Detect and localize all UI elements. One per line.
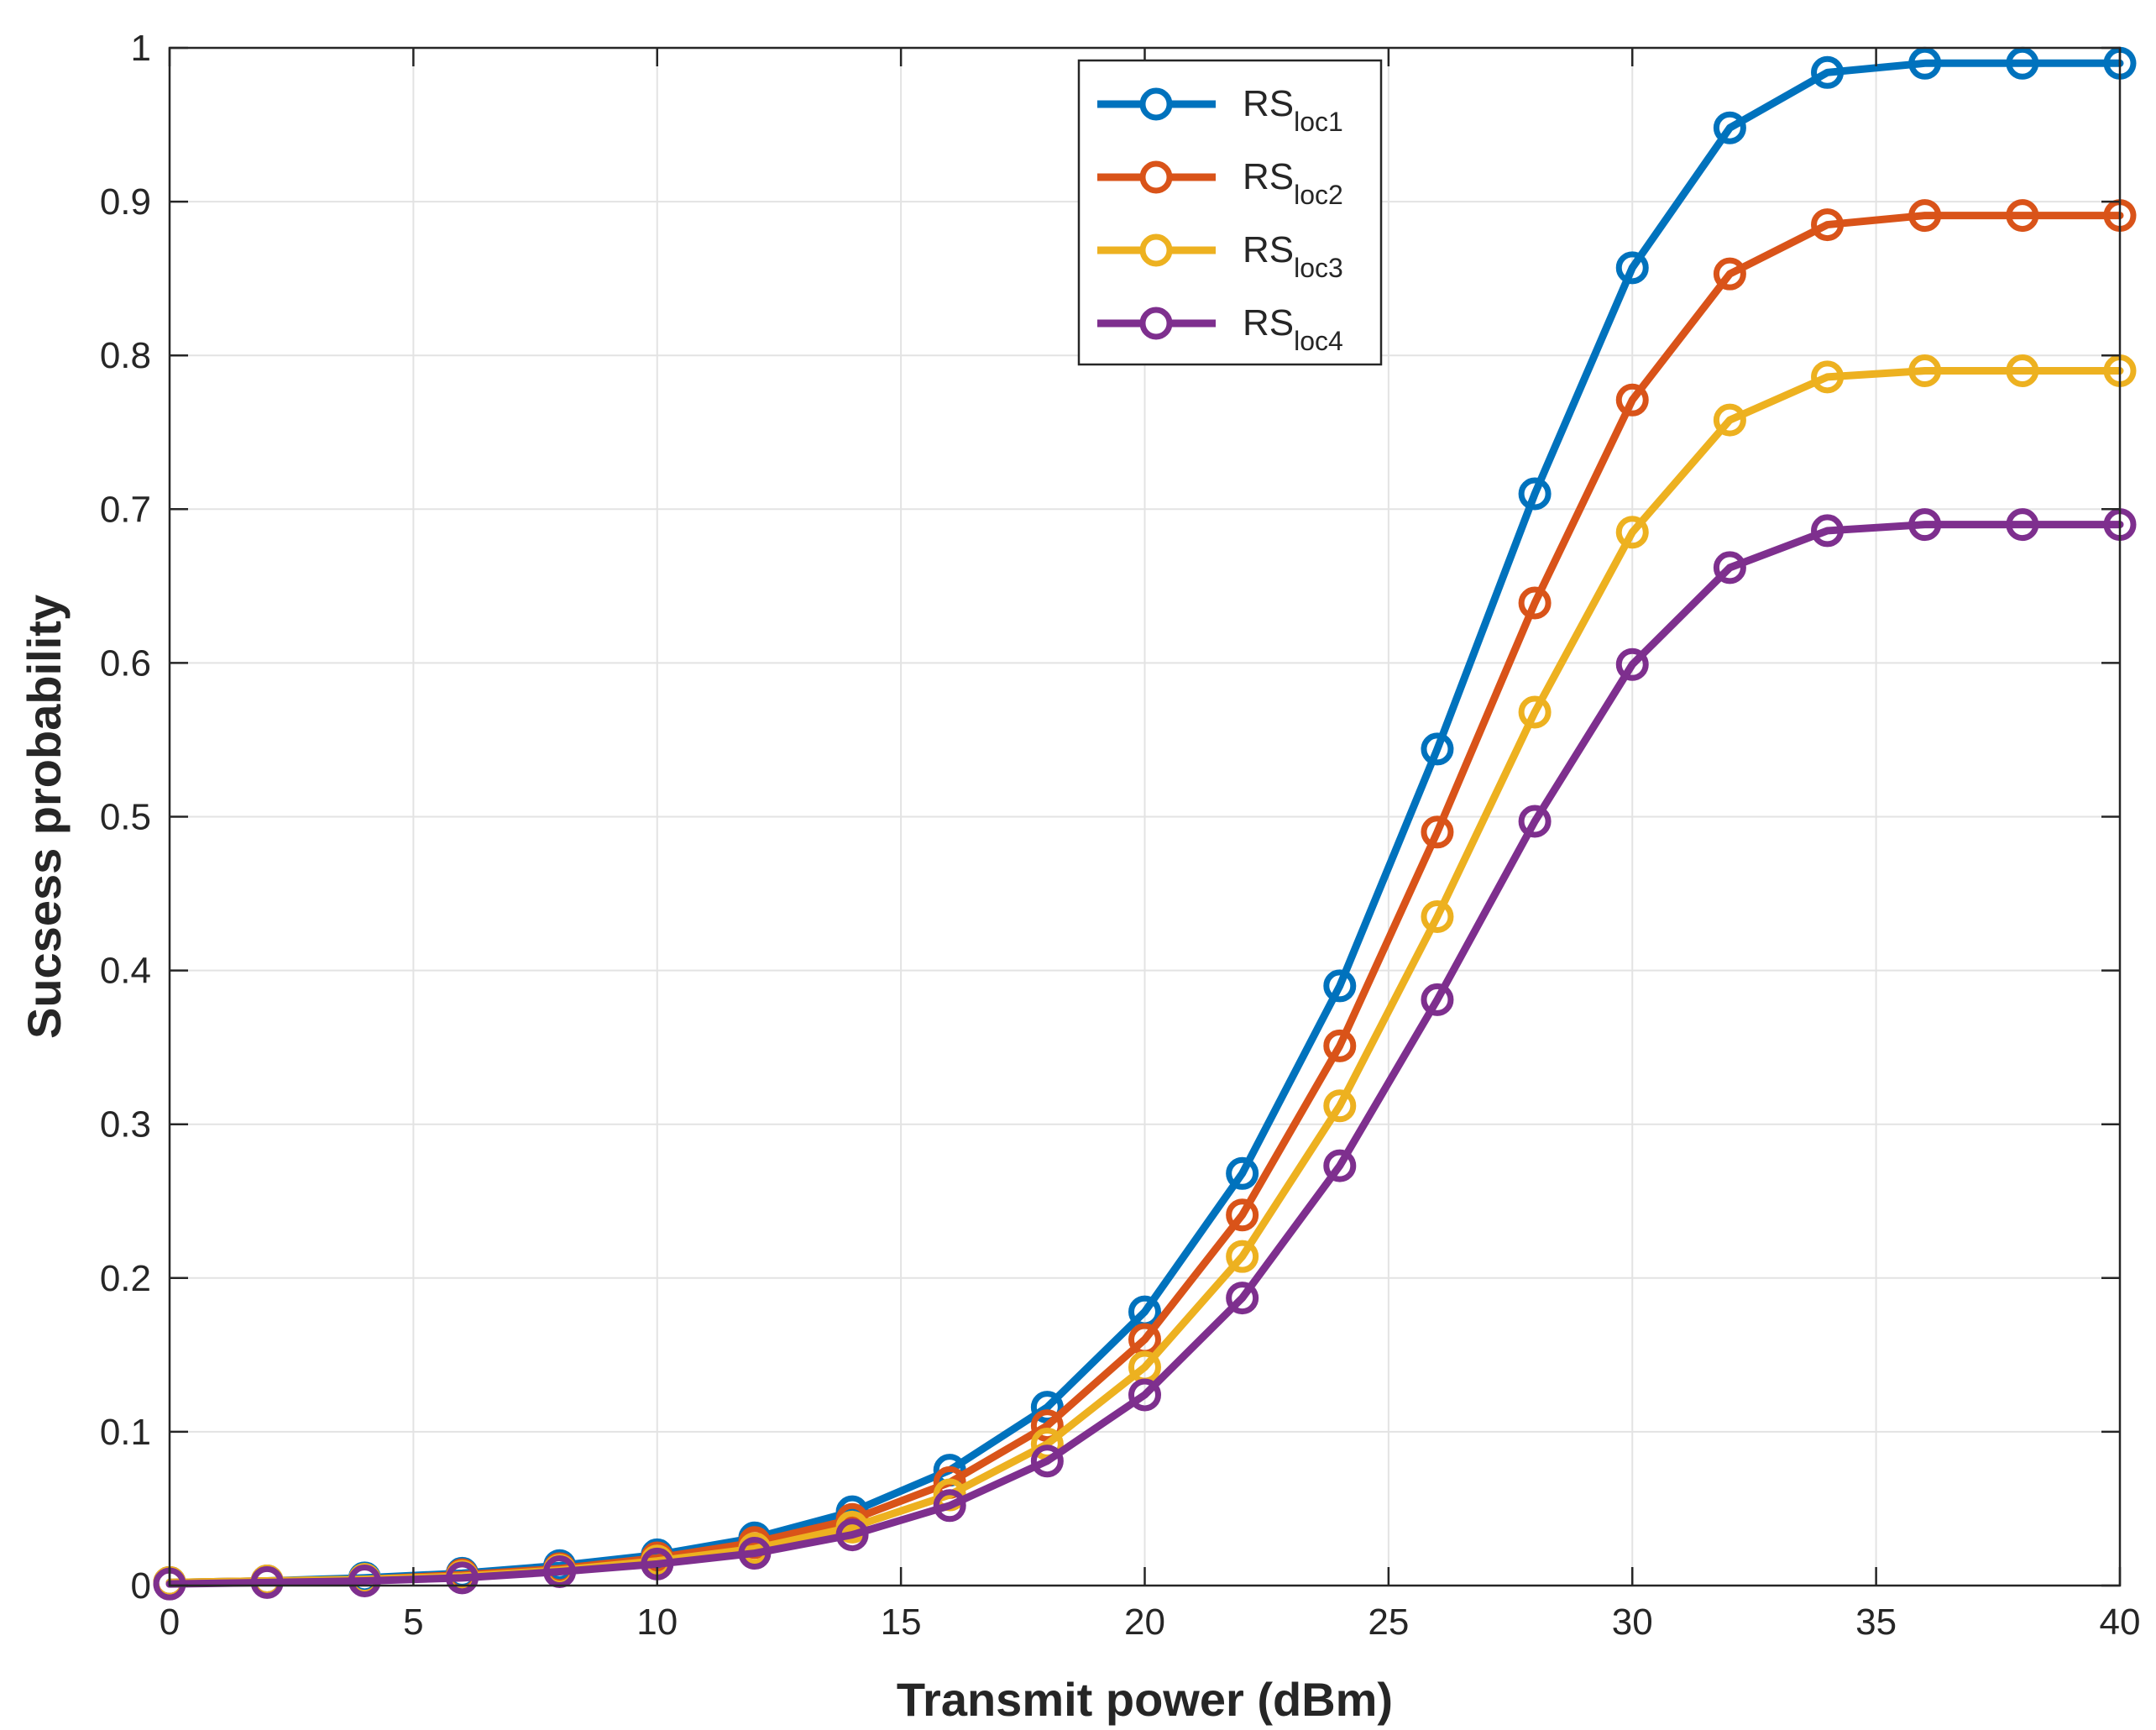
y-tick-label: 1 [131, 28, 151, 69]
data-point-loc4 [1421, 983, 1454, 1016]
data-point-loc2 [1518, 586, 1552, 620]
data-point-loc4 [738, 1537, 772, 1570]
data-point-loc2 [1713, 257, 1746, 291]
data-point-loc1 [1421, 732, 1454, 766]
x-tick-label: 25 [1368, 1602, 1409, 1643]
data-point-loc3 [1811, 360, 1845, 394]
data-point-loc4 [1713, 551, 1746, 585]
data-point-loc4 [1518, 805, 1552, 838]
legend-label-main: RS [1243, 302, 1294, 343]
data-point-loc2 [1908, 199, 1942, 233]
x-tick-label: 15 [881, 1602, 922, 1643]
x-tick-label: 20 [1124, 1602, 1165, 1643]
legend-item-loc3: RSloc3 [1097, 229, 1343, 283]
data-point-loc1 [1811, 55, 1845, 89]
legend-label-main: RS [1243, 83, 1294, 124]
x-tick-label: 0 [160, 1602, 180, 1643]
y-tick-label: 0.4 [100, 951, 151, 992]
legend-box [1077, 59, 1383, 366]
y-tick-label: 0.3 [100, 1104, 151, 1145]
y-tick-label: 0.7 [100, 489, 151, 530]
data-point-loc4 [1908, 508, 1942, 542]
data-point-loc4 [1615, 647, 1649, 681]
legend-label-main: RS [1243, 229, 1294, 270]
legend-label-subscript: loc4 [1294, 326, 1343, 356]
y-tick-label: 0.2 [100, 1258, 151, 1299]
data-point-loc3 [1908, 354, 1942, 388]
legend-swatch-marker [1139, 160, 1173, 194]
legend-label-subscript: loc2 [1294, 180, 1343, 210]
x-tick-label: 5 [403, 1602, 423, 1643]
legend-label: RSloc3 [1243, 229, 1343, 283]
data-point-loc2 [1030, 1409, 1064, 1443]
data-point-loc3 [1323, 1089, 1357, 1123]
data-point-loc3 [1713, 403, 1746, 437]
data-point-loc4 [1128, 1378, 1161, 1412]
data-point-loc4 [933, 1489, 966, 1523]
series-layer [153, 46, 2137, 1601]
data-point-loc4 [1226, 1282, 1259, 1315]
legend-label-subscript: loc1 [1294, 107, 1343, 137]
data-point-loc2 [2006, 199, 2039, 233]
y-tick-label: 0.5 [100, 797, 151, 838]
data-point-loc4 [1811, 514, 1845, 548]
data-point-loc3 [1615, 516, 1649, 549]
data-point-loc1 [1713, 111, 1746, 144]
data-point-loc3 [1518, 695, 1552, 729]
series-line-loc4 [165, 521, 2124, 1588]
legend-label: RSloc1 [1243, 83, 1343, 137]
data-point-loc1 [2006, 46, 2039, 80]
data-point-loc4 [445, 1561, 479, 1595]
y-axis-title: Sucsess probability [18, 595, 71, 1039]
data-point-loc2 [1226, 1198, 1259, 1232]
legend-item-loc2: RSloc2 [1097, 156, 1343, 210]
x-axis-title: Transmit power (dBm) [897, 1673, 1393, 1726]
data-point-loc3 [1226, 1240, 1259, 1273]
data-point-loc1 [1908, 46, 1942, 80]
data-point-loc2 [1421, 815, 1454, 849]
data-point-loc1 [1226, 1156, 1259, 1190]
legend-swatch-marker [1139, 87, 1173, 121]
data-point-loc3 [1421, 900, 1454, 934]
x-tick-label: 10 [636, 1602, 678, 1643]
y-tick-label: 0.6 [100, 642, 151, 684]
y-tick-label: 0 [131, 1565, 151, 1607]
legend-item-loc1: RSloc1 [1097, 83, 1343, 137]
data-point-loc2 [1811, 208, 1845, 242]
x-tick-label: 30 [1612, 1602, 1653, 1643]
data-point-loc1 [1615, 251, 1649, 285]
data-point-loc4 [348, 1565, 381, 1598]
legend-label: RSloc4 [1243, 302, 1343, 356]
data-point-loc1 [1323, 969, 1357, 1003]
y-tick-label: 0.8 [100, 335, 151, 376]
legend-label-subscript: loc3 [1294, 253, 1343, 283]
data-point-loc4 [250, 1565, 284, 1599]
data-point-loc4 [2006, 508, 2039, 542]
x-tick-label: 35 [1855, 1602, 1897, 1643]
data-point-loc2 [1615, 383, 1649, 417]
legend-label-main: RS [1243, 156, 1294, 197]
data-point-loc4 [1323, 1149, 1357, 1182]
data-point-loc3 [2006, 354, 2039, 388]
legend-swatch-marker [1139, 307, 1173, 340]
axis-ticks: 0 5 10 15 20 25 30 35 40 0 0.1 0.2 0.3 0.4 0.5 0.6 0.7 0.… [100, 28, 2141, 1643]
x-tick-label: 40 [2100, 1602, 2141, 1643]
data-point-loc2 [1323, 1029, 1357, 1062]
data-point-loc1 [1518, 477, 1552, 511]
y-tick-label: 0.1 [100, 1412, 151, 1453]
data-point-loc4 [835, 1518, 869, 1552]
legend-item-loc4: RSloc4 [1097, 302, 1343, 356]
data-point-loc4 [1030, 1444, 1064, 1478]
legend-label: RSloc2 [1243, 156, 1343, 210]
legend-swatch-marker [1139, 233, 1173, 267]
y-tick-label: 0.9 [100, 181, 151, 223]
